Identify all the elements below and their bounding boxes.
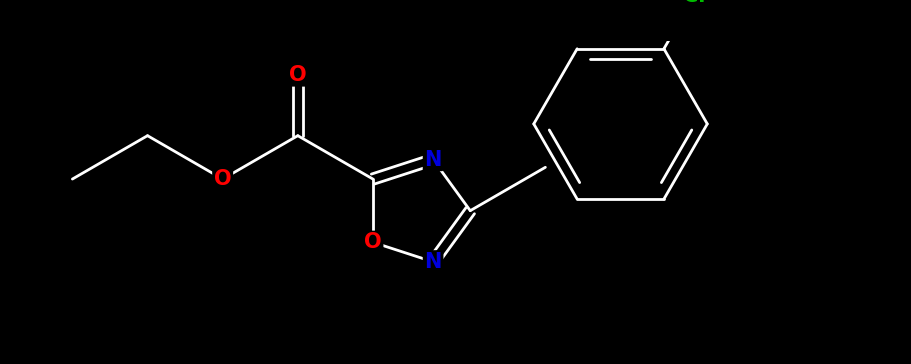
Text: Cl: Cl xyxy=(683,0,705,6)
Text: N: N xyxy=(425,252,442,272)
Text: O: O xyxy=(289,65,307,85)
Text: O: O xyxy=(364,232,382,252)
Text: O: O xyxy=(214,169,231,189)
Text: N: N xyxy=(425,150,442,170)
